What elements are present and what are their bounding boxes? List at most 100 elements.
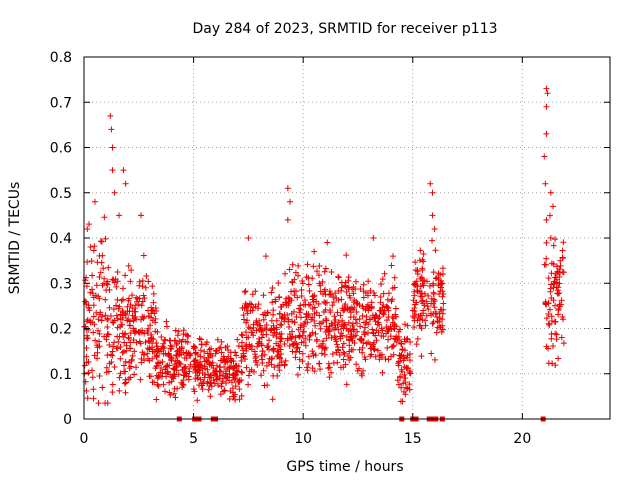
data-point	[385, 336, 392, 343]
data-point	[436, 318, 443, 325]
data-point	[269, 396, 276, 403]
data-point	[328, 269, 335, 276]
data-point	[95, 400, 102, 407]
data-point	[92, 292, 99, 299]
data-point	[431, 356, 438, 363]
data-point	[543, 343, 550, 350]
x-tick-label: 0	[80, 431, 89, 447]
data-point	[214, 336, 221, 343]
data-point	[114, 345, 121, 352]
data-point	[301, 297, 308, 304]
data-point	[431, 225, 438, 232]
data-point	[259, 359, 266, 366]
data-point	[335, 274, 342, 281]
data-point	[280, 301, 287, 308]
data-point	[334, 309, 341, 316]
data-point	[427, 180, 434, 187]
data-point	[368, 351, 375, 358]
data-point	[139, 349, 146, 356]
data-point	[383, 323, 390, 330]
data-point	[162, 388, 169, 395]
data-point	[136, 295, 143, 302]
data-point	[549, 360, 556, 367]
data-point	[230, 364, 237, 371]
data-point	[243, 347, 250, 354]
data-point	[380, 310, 387, 317]
data-point	[418, 325, 425, 332]
data-point	[172, 327, 179, 334]
data-point	[543, 239, 550, 246]
data-point	[331, 313, 338, 320]
data-point	[177, 361, 184, 368]
data-point	[167, 392, 174, 399]
data-point	[230, 365, 237, 372]
data-point	[319, 319, 326, 326]
data-point	[273, 340, 280, 347]
data-point	[113, 312, 120, 319]
data-point	[384, 304, 391, 311]
data-point	[213, 362, 220, 369]
data-point	[395, 358, 402, 365]
points-layer	[81, 85, 567, 422]
data-point	[254, 343, 261, 350]
data-point	[141, 357, 148, 364]
data-point	[179, 381, 186, 388]
data-point	[117, 355, 124, 362]
data-point	[412, 267, 419, 274]
data-point	[552, 362, 559, 369]
data-point	[84, 334, 91, 341]
data-point	[117, 343, 124, 350]
data-point	[166, 389, 173, 396]
data-point	[127, 339, 134, 346]
data-point	[296, 364, 303, 371]
data-point	[392, 336, 399, 343]
data-point	[268, 289, 275, 296]
data-point	[439, 316, 446, 323]
data-point	[117, 370, 124, 377]
data-point	[191, 364, 198, 371]
data-point	[151, 310, 158, 317]
data-point	[382, 355, 389, 362]
data-point	[396, 381, 403, 388]
data-point	[552, 318, 559, 325]
data-point	[295, 262, 302, 269]
data-point	[327, 369, 334, 376]
data-point	[306, 336, 313, 343]
data-point	[205, 371, 212, 378]
data-point	[224, 343, 231, 350]
data-point	[192, 344, 199, 351]
data-point	[383, 303, 390, 310]
data-point	[93, 282, 100, 289]
data-point	[560, 340, 567, 347]
data-point	[346, 348, 353, 355]
data-point	[90, 329, 97, 336]
data-point	[270, 325, 277, 332]
data-point	[109, 381, 116, 388]
data-point	[313, 298, 320, 305]
data-point	[175, 371, 182, 378]
data-point	[149, 283, 156, 290]
data-point	[411, 304, 418, 311]
data-point	[414, 335, 421, 342]
data-point	[390, 253, 397, 260]
data-point	[102, 235, 109, 242]
data-point	[329, 350, 336, 357]
data-point	[267, 327, 274, 334]
data-point	[117, 323, 124, 330]
data-point	[136, 282, 143, 289]
data-point	[337, 364, 344, 371]
data-point	[419, 276, 426, 283]
ticks-layer: 0 0.1 0.2 0.3 0.4 0.5 0.6 0.7 0.8 0 5 10 15 20	[50, 50, 610, 447]
data-point	[550, 297, 557, 304]
data-point	[300, 339, 307, 346]
data-point	[258, 352, 265, 359]
data-point	[431, 304, 438, 311]
data-point	[254, 362, 261, 369]
data-point	[319, 344, 326, 351]
data-point	[439, 310, 446, 317]
data-point	[129, 305, 136, 312]
data-point	[116, 212, 123, 219]
data-point	[220, 353, 227, 360]
data-point	[305, 360, 312, 367]
data-point	[356, 336, 363, 343]
